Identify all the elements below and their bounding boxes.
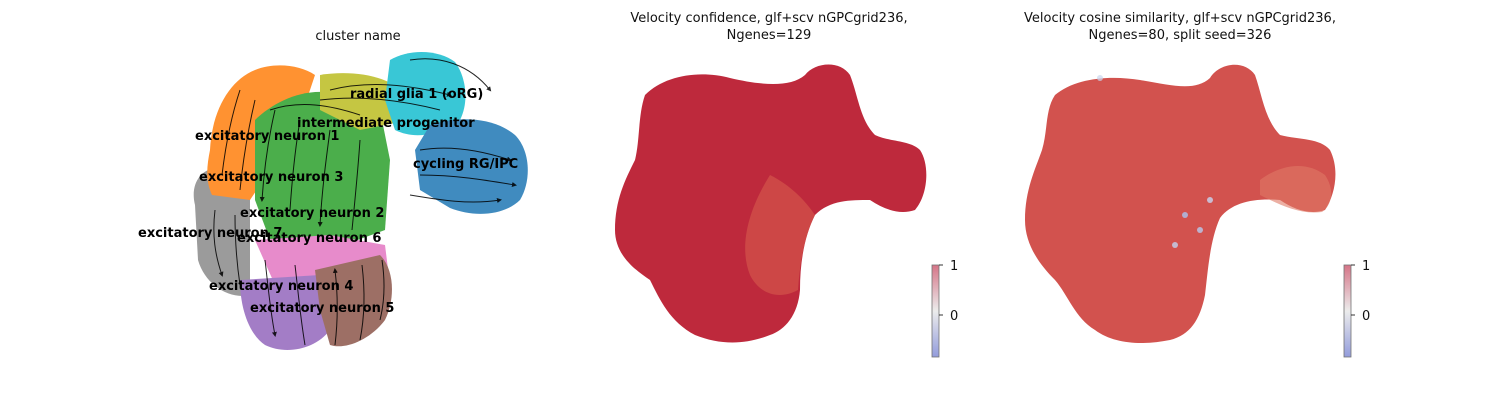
panel-velocity-confidence: Velocity confidence, glf+scv nGPCgrid236… [615,11,958,358]
streamline [234,214,241,286]
low-similarity-point [1172,242,1178,248]
streamline [317,129,331,227]
panel2-colorbar: 1 0 [931,259,958,358]
cluster-label: cycling RG/IPC [413,157,518,172]
colorbar-tick-label: 1 [1362,259,1370,274]
cluster-label: excitatory neuron 3 [199,170,343,185]
panel-velocity-cosine-similarity: Velocity cosine similarity, glf+scv nGPC… [1024,11,1370,358]
low-similarity-point [1197,227,1203,233]
colorbar-gradient [1343,264,1352,358]
streamline [419,174,517,187]
cluster-region-cycling [415,119,528,214]
streamline [359,264,365,341]
cosine-scatter [1025,64,1336,343]
streamline [329,84,452,97]
panel2-title-line2: Ngenes=129 [727,28,812,43]
panel2-title-line1: Velocity confidence, glf+scv nGPCgrid236… [630,11,907,26]
cluster-region-excitatory-neuron-7 [193,168,250,296]
streamline [351,139,361,231]
cosine-region [1025,64,1336,343]
low-similarity-point [1097,75,1103,81]
streamline [294,264,306,346]
cluster-label: excitatory neuron 1 [195,129,339,144]
cluster-label: excitatory neuron 6 [237,231,381,246]
cluster-region-excitatory-neuron-3 [255,91,390,250]
confidence-lighter-area [745,175,815,295]
streamline [332,268,338,346]
streamline [379,259,385,321]
streamline [319,97,441,111]
panel-cluster-name: cluster name [138,29,528,350]
streamline [269,104,361,116]
cosine-lighter-area [1260,165,1332,213]
cluster-label: excitatory neuron 5 [250,301,394,316]
panel1-title: cluster name [315,29,400,44]
streamline [409,58,492,92]
streamline [221,89,241,176]
panel3-title-line1: Velocity cosine similarity, glf+scv nGPC… [1024,11,1336,26]
cluster-region-excitatory-neuron-2 [385,51,466,136]
colorbar-gradient [931,264,940,358]
streamline [289,119,301,211]
cluster-labels: radial glia 1 (oRG) intermediate progeni… [138,87,518,316]
cluster-region-excitatory-neuron-4 [240,275,330,350]
panel3-colorbar: 1 0 [1343,259,1370,358]
panel3-title-line2: Ngenes=80, split seed=326 [1089,28,1272,43]
cluster-label: excitatory neuron 2 [240,206,384,221]
streamline [419,147,512,162]
cluster-label: excitatory neuron 7 [138,226,282,241]
cluster-label: excitatory neuron 4 [209,279,353,294]
confidence-scatter [615,64,927,343]
streamline [259,109,276,202]
cluster-region-excitatory-neuron-5 [315,255,392,347]
cluster-label: intermediate progenitor [297,116,475,131]
colorbar-tick-label: 0 [1362,309,1370,324]
velocity-streamlines [213,58,517,346]
streamline [409,194,502,203]
low-similarity-point [1207,197,1213,203]
streamline [239,99,256,191]
colorbar-tick-label: 1 [950,259,958,274]
colorbar-tick-label: 0 [950,309,958,324]
streamline [213,209,224,277]
streamline [264,259,277,337]
low-similarity-point [1182,212,1188,218]
cluster-label: radial glia 1 (oRG) [350,87,483,102]
